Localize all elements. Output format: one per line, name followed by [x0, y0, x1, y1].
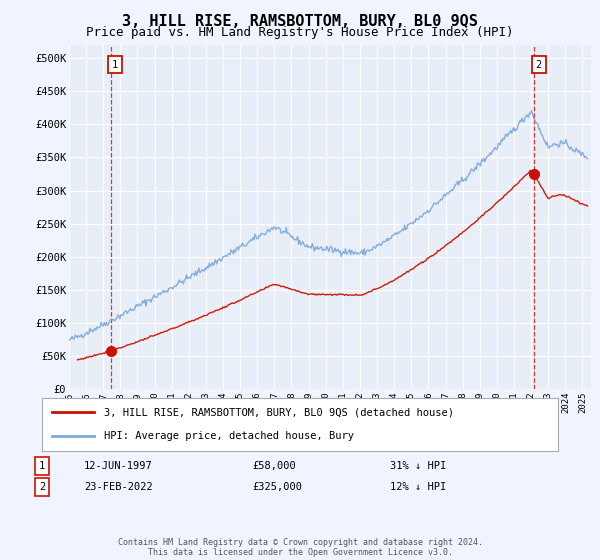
Text: 3, HILL RISE, RAMSBOTTOM, BURY, BL0 9QS: 3, HILL RISE, RAMSBOTTOM, BURY, BL0 9QS — [122, 14, 478, 29]
Text: £325,000: £325,000 — [252, 482, 302, 492]
Text: 1: 1 — [39, 461, 45, 471]
Text: 31% ↓ HPI: 31% ↓ HPI — [390, 461, 446, 471]
Text: 12-JUN-1997: 12-JUN-1997 — [84, 461, 153, 471]
Text: 12% ↓ HPI: 12% ↓ HPI — [390, 482, 446, 492]
Text: 1: 1 — [112, 60, 118, 69]
Text: 2: 2 — [39, 482, 45, 492]
Text: 2: 2 — [536, 60, 542, 69]
Text: £58,000: £58,000 — [252, 461, 296, 471]
Text: 3, HILL RISE, RAMSBOTTOM, BURY, BL0 9QS (detached house): 3, HILL RISE, RAMSBOTTOM, BURY, BL0 9QS … — [104, 408, 454, 418]
Text: HPI: Average price, detached house, Bury: HPI: Average price, detached house, Bury — [104, 431, 354, 441]
Text: Contains HM Land Registry data © Crown copyright and database right 2024.
This d: Contains HM Land Registry data © Crown c… — [118, 538, 482, 557]
Text: 23-FEB-2022: 23-FEB-2022 — [84, 482, 153, 492]
Text: Price paid vs. HM Land Registry's House Price Index (HPI): Price paid vs. HM Land Registry's House … — [86, 26, 514, 39]
